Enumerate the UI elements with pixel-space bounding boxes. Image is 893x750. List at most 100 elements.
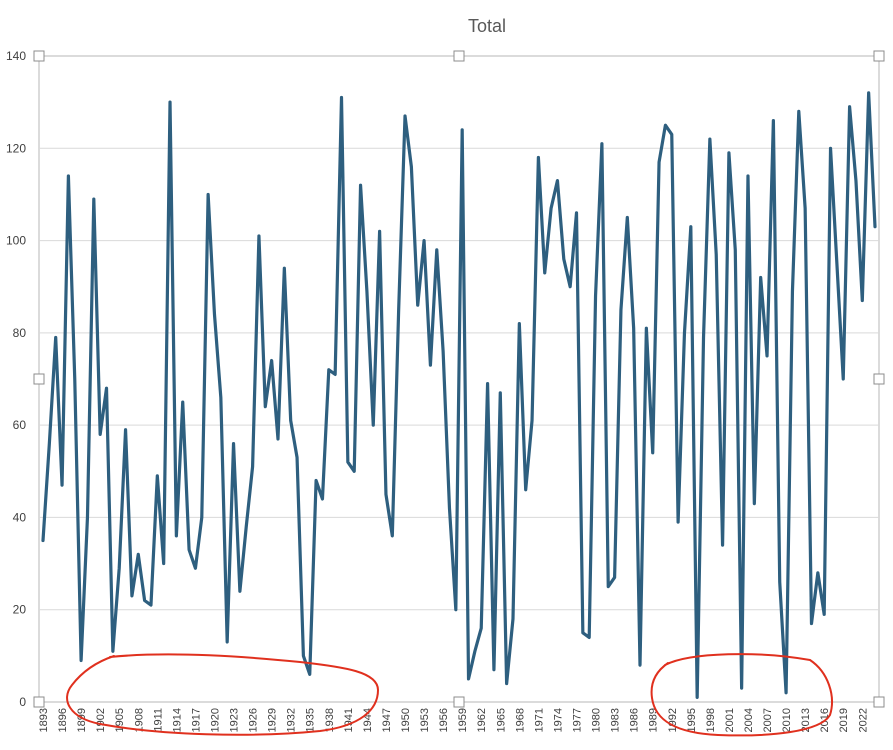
data-point[interactable] xyxy=(92,197,96,201)
data-point[interactable] xyxy=(193,566,197,570)
data-point[interactable] xyxy=(435,248,439,252)
resize-handle-bottom-right[interactable] xyxy=(873,696,885,708)
data-point[interactable] xyxy=(524,488,528,492)
data-point[interactable] xyxy=(809,622,813,626)
data-point[interactable] xyxy=(225,640,229,644)
data-point[interactable] xyxy=(721,543,725,547)
data-point[interactable] xyxy=(708,137,712,141)
data-point[interactable] xyxy=(308,672,312,676)
data-point[interactable] xyxy=(492,668,496,672)
data-point[interactable] xyxy=(238,589,242,593)
data-point[interactable] xyxy=(41,539,45,543)
data-point[interactable] xyxy=(124,428,128,432)
data-point[interactable] xyxy=(733,248,737,252)
data-point[interactable] xyxy=(130,594,134,598)
data-point[interactable] xyxy=(162,562,166,566)
data-point[interactable] xyxy=(85,515,89,519)
data-point[interactable] xyxy=(625,216,629,220)
selection-handles[interactable] xyxy=(33,50,885,708)
data-point[interactable] xyxy=(251,465,255,469)
data-point[interactable] xyxy=(263,405,267,409)
data-point[interactable] xyxy=(219,395,223,399)
data-point[interactable] xyxy=(714,252,718,256)
data-point[interactable] xyxy=(479,626,483,630)
data-point[interactable] xyxy=(397,308,401,312)
data-point[interactable] xyxy=(454,608,458,612)
data-point[interactable] xyxy=(860,299,864,303)
data-point[interactable] xyxy=(384,492,388,496)
data-point[interactable] xyxy=(511,617,515,621)
data-point[interactable] xyxy=(371,423,375,427)
data-point[interactable] xyxy=(505,682,509,686)
data-point[interactable] xyxy=(702,335,706,339)
data-point[interactable] xyxy=(301,654,305,658)
data-point[interactable] xyxy=(187,548,191,552)
data-point[interactable] xyxy=(759,275,763,279)
data-point[interactable] xyxy=(663,123,667,127)
resize-handle-top-left[interactable] xyxy=(33,50,45,62)
data-point[interactable] xyxy=(346,460,350,464)
resize-handle-top-right[interactable] xyxy=(873,50,885,62)
data-point[interactable] xyxy=(206,192,210,196)
data-point[interactable] xyxy=(619,308,623,312)
data-point[interactable] xyxy=(378,229,382,233)
data-point[interactable] xyxy=(232,442,236,446)
data-point[interactable] xyxy=(695,695,699,699)
data-point[interactable] xyxy=(54,335,58,339)
data-point[interactable] xyxy=(587,635,591,639)
data-point[interactable] xyxy=(473,649,477,653)
data-point[interactable] xyxy=(746,174,750,178)
data-point[interactable] xyxy=(854,179,858,183)
data-point[interactable] xyxy=(105,386,109,390)
data-point[interactable] xyxy=(60,483,64,487)
resize-handle-top[interactable] xyxy=(453,50,465,62)
data-point[interactable] xyxy=(517,322,521,326)
resize-handle-bottom-left[interactable] xyxy=(33,696,45,708)
data-point[interactable] xyxy=(784,691,788,695)
data-point[interactable] xyxy=(752,502,756,506)
data-point[interactable] xyxy=(168,100,172,104)
data-point[interactable] xyxy=(359,183,363,187)
data-point[interactable] xyxy=(790,289,794,293)
data-point[interactable] xyxy=(594,294,598,298)
data-point[interactable] xyxy=(340,96,344,100)
data-point[interactable] xyxy=(581,631,585,635)
data-point[interactable] xyxy=(155,474,159,478)
data-point[interactable] xyxy=(841,377,845,381)
data-point[interactable] xyxy=(416,303,420,307)
data-point[interactable] xyxy=(822,612,826,616)
data-point[interactable] xyxy=(873,225,877,229)
data-point[interactable] xyxy=(727,151,731,155)
data-point[interactable] xyxy=(390,534,394,538)
data-point[interactable] xyxy=(651,451,655,455)
data-point[interactable] xyxy=(778,580,782,584)
data-point[interactable] xyxy=(657,160,661,164)
data-point[interactable] xyxy=(403,114,407,118)
data-point[interactable] xyxy=(765,354,769,358)
data-point[interactable] xyxy=(638,663,642,667)
data-point[interactable] xyxy=(460,128,464,132)
data-point[interactable] xyxy=(543,271,547,275)
data-point[interactable] xyxy=(244,525,248,529)
data-point[interactable] xyxy=(682,331,686,335)
data-point[interactable] xyxy=(689,225,693,229)
data-point[interactable] xyxy=(47,442,51,446)
data-point[interactable] xyxy=(467,677,471,681)
data-point[interactable] xyxy=(555,179,559,183)
data-point[interactable] xyxy=(568,285,572,289)
data-point[interactable] xyxy=(66,174,70,178)
data-point[interactable] xyxy=(136,552,140,556)
data-point[interactable] xyxy=(835,262,839,266)
data-point[interactable] xyxy=(276,437,280,441)
data-point[interactable] xyxy=(867,91,871,95)
series-line-total[interactable] xyxy=(41,91,877,699)
data-point[interactable] xyxy=(314,479,318,483)
data-point[interactable] xyxy=(174,534,178,538)
data-point[interactable] xyxy=(447,506,451,510)
data-point[interactable] xyxy=(257,234,261,238)
data-point[interactable] xyxy=(644,326,648,330)
data-point[interactable] xyxy=(111,649,115,653)
data-point[interactable] xyxy=(803,206,807,210)
data-point[interactable] xyxy=(613,575,617,579)
data-point[interactable] xyxy=(549,206,553,210)
